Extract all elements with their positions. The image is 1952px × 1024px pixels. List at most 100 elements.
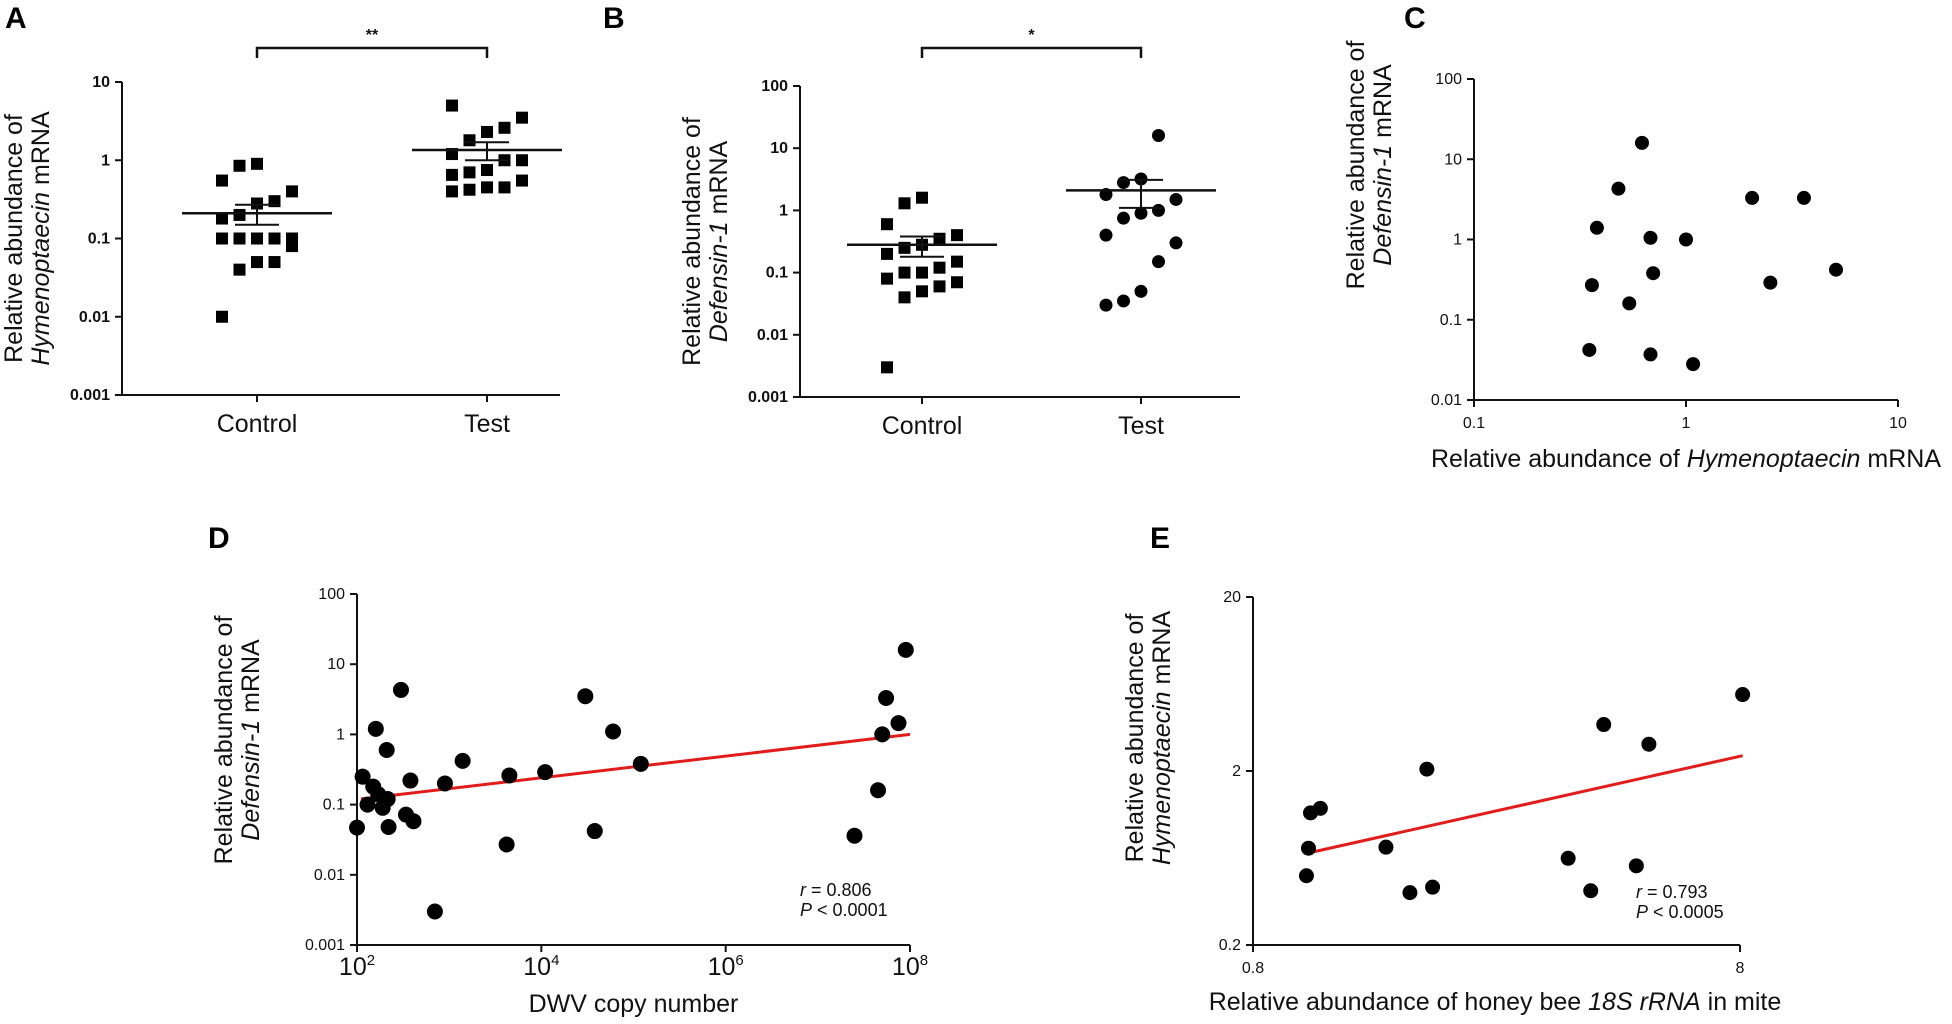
data-point-square (233, 208, 246, 221)
data-point-square (951, 255, 963, 268)
y-tick-label: 0.01 (757, 327, 788, 344)
x-tick-base: 10 (339, 953, 367, 981)
data-point-circle (537, 764, 554, 781)
category-label: Test (464, 410, 510, 438)
r-annotation: r = 0.793 (1636, 882, 1708, 902)
data-point-circle (1829, 262, 1844, 277)
data-point-circle (1643, 347, 1658, 362)
data-point-circle (349, 819, 365, 836)
data-point-square (516, 174, 528, 187)
data-point-circle (1679, 232, 1693, 247)
significance-bracket (920, 46, 1143, 58)
data-point-square (446, 185, 458, 198)
y-axis-label-line1: Relative abundance of (210, 616, 238, 865)
data-point-circle (436, 775, 453, 792)
data-point-circle (1622, 296, 1637, 311)
r-symbol: r (1636, 882, 1643, 902)
data-point-square (498, 121, 511, 134)
y-tick-label: 0.1 (1440, 312, 1462, 329)
data-point-circle (1560, 850, 1576, 866)
data-point-circle (405, 813, 422, 830)
data-point-square (481, 181, 493, 194)
r-value: = 0.806 (806, 880, 872, 900)
x-tick-label: 102 (339, 952, 375, 981)
x-axis-label-italic: 18S rRNA (1588, 988, 1701, 1016)
data-point-circle (1134, 206, 1148, 220)
data-point-square (498, 181, 511, 194)
panel-b: B 0.001 0.01 0.1 1 10 100 Control Test Relative a… (603, 2, 1240, 440)
data-point-circle (1628, 858, 1644, 874)
data-point-circle (1596, 717, 1612, 733)
x-tick-exponent: 8 (920, 952, 928, 969)
data-point-circle (1763, 275, 1778, 290)
data-point-circle (1634, 135, 1649, 150)
y-axis-label-italic: Hymenoptaecin (1148, 691, 1176, 865)
data-point-circle (1134, 284, 1148, 298)
y-axis-label-italic: Defensin-1 (1369, 145, 1397, 266)
data-point-circle (897, 641, 914, 658)
data-point-square (481, 125, 493, 138)
data-point-square (881, 218, 893, 231)
y-tick-label: 0.1 (88, 231, 110, 248)
data-point-square (233, 159, 246, 172)
y-tick-label: 10 (1444, 151, 1462, 168)
x-tick-label: 8 (1736, 960, 1745, 977)
y-axis-label-line2: Defensin-1 mRNA (237, 639, 265, 841)
data-point-circle (402, 772, 419, 789)
data-point-square (216, 232, 228, 245)
data-point-square (933, 261, 946, 274)
data-point-circle (890, 715, 907, 732)
data-point-circle (359, 796, 376, 813)
panel-label: B (603, 2, 625, 35)
y-tick-label: 100 (1435, 71, 1462, 88)
y-axis-label-line2: Hymenoptaecin mRNA (1148, 611, 1176, 866)
data-point-square (898, 197, 911, 210)
data-point-square (251, 157, 263, 170)
data-point-circle (1152, 129, 1165, 143)
data-point-circle (379, 791, 396, 808)
x-axis-label: Relative abundance of Hymenoptaecin mRNA (1431, 445, 1941, 473)
y-tick-label: 0.001 (70, 387, 110, 404)
data-point-circle (1686, 357, 1701, 372)
data-point-square (933, 280, 946, 293)
y-tick-label: 10 (92, 74, 110, 91)
data-point-circle (1582, 342, 1597, 357)
data-point-circle (878, 690, 895, 707)
x-tick-base: 10 (708, 953, 736, 981)
data-point-square (951, 276, 963, 289)
data-point-circle (454, 752, 471, 769)
panel-a: A 0.001 0.01 0.1 1 10 Control Test Relative abun… (0, 2, 562, 438)
r-symbol: r (800, 880, 807, 900)
y-axis-label-line1: Relative abundance of (678, 117, 706, 366)
category-label: Control (882, 412, 963, 440)
data-point-square (881, 272, 893, 285)
data-point-circle (1583, 883, 1599, 899)
data-point-circle (354, 768, 371, 785)
y-axis-label-line2: Defensin-1 mRNA (1369, 64, 1397, 266)
data-point-square (233, 263, 246, 276)
data-point-circle (501, 767, 518, 784)
y-tick-label: 0.01 (1431, 392, 1462, 409)
y-axis-label-line1: Relative abundance of (1121, 614, 1149, 863)
y-tick-label: 1 (779, 202, 788, 219)
data-point-square (881, 247, 893, 260)
data-point-circle (1169, 192, 1183, 206)
y-tick-label: 0.001 (305, 937, 345, 954)
y-axis-label-line1: Relative abundance of (1342, 41, 1370, 290)
y-tick-label: 1 (1453, 232, 1462, 249)
data-point-circle (632, 755, 649, 772)
x-axis-label-suffix: in mite (1701, 988, 1782, 1016)
data-point-square (881, 361, 893, 374)
data-point-square (463, 134, 476, 147)
data-point-square (933, 232, 946, 245)
data-point-circle (1378, 839, 1394, 855)
y-tick-label: 0.1 (323, 797, 345, 814)
data-point-square (251, 232, 263, 245)
data-point-square (516, 154, 528, 167)
y-axis-label-suffix: mRNA (705, 140, 733, 221)
category-label: Control (217, 410, 298, 438)
y-tick-label: 100 (761, 78, 788, 95)
data-point-circle (1300, 840, 1316, 856)
data-point-circle (1646, 266, 1661, 281)
data-point-square (516, 111, 528, 124)
